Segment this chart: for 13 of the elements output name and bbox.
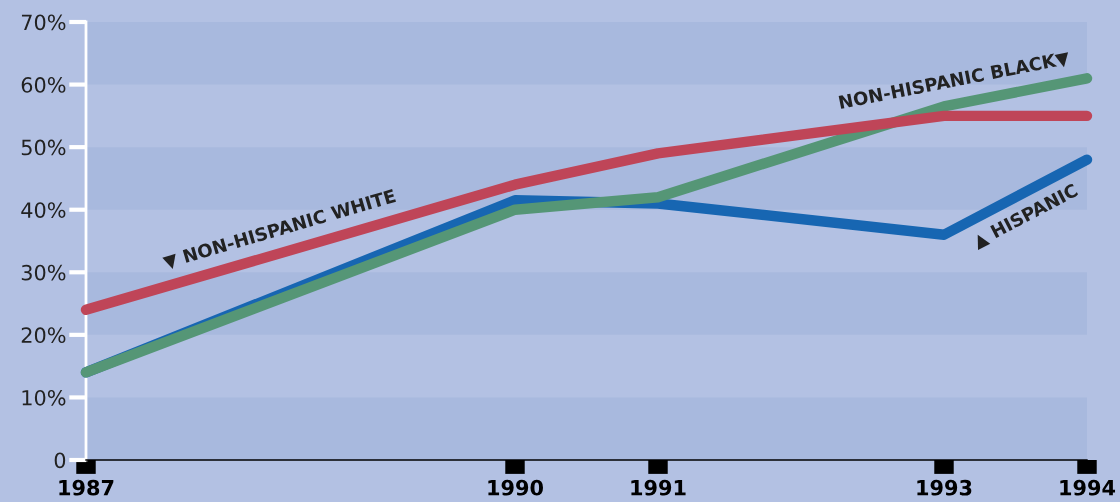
x-tick-label: 1994 — [1060, 479, 1116, 496]
y-tick-label: 70% — [21, 14, 66, 31]
y-tick-label: 50% — [21, 139, 66, 156]
y-tick-label: 60% — [21, 77, 66, 93]
y-tick-label: 20% — [21, 327, 66, 344]
x-tick-label: 1990 — [488, 479, 543, 496]
y-tick-label: 40% — [21, 202, 66, 218]
y-tick-label: 30% — [21, 264, 66, 281]
y-tick-label: 0 — [54, 452, 66, 469]
x-tick-label: 1993 — [917, 479, 972, 496]
x-tick-label: 1987 — [59, 479, 114, 496]
y-tick-label: 10% — [22, 389, 66, 406]
x-tick-label: 1991 — [631, 479, 686, 496]
